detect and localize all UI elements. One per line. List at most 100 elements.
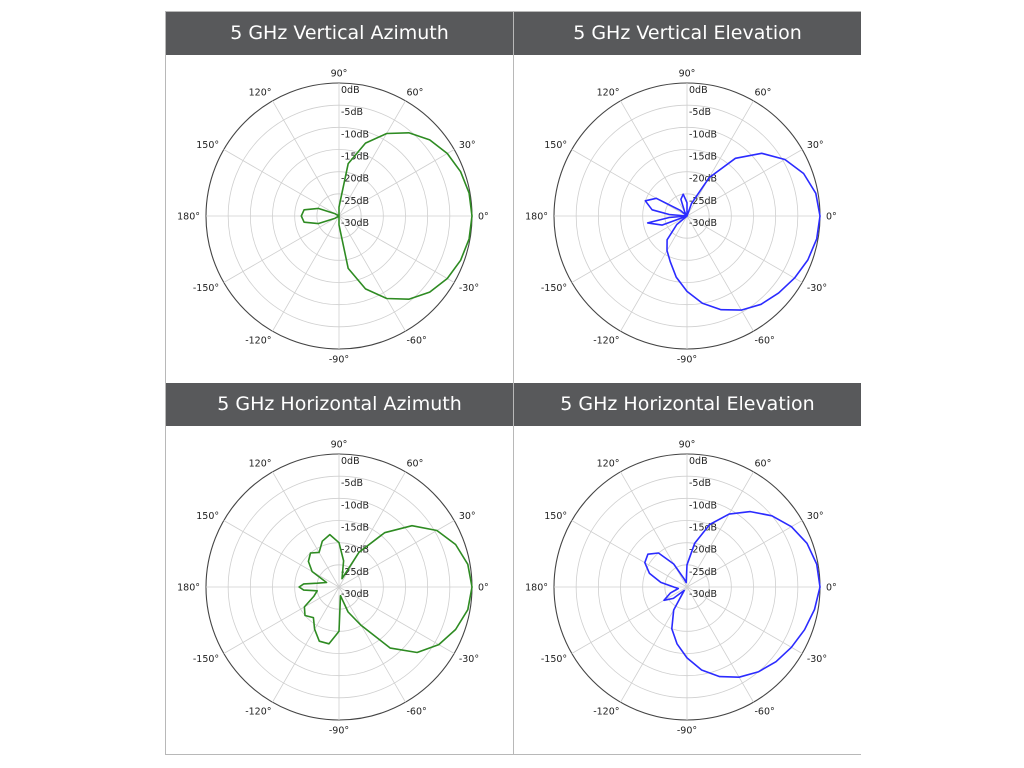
grid-spoke [223,586,340,654]
grid-spoke [272,471,340,588]
angle-tick-label: 90° [331,440,348,451]
angle-tick-label: -150° [193,654,219,665]
grid-spoke [686,586,803,654]
radial-tick-label: -15dB [689,152,717,163]
angle-tick-label: -30° [807,283,827,294]
radial-tick-label: -20dB [341,545,369,556]
radial-tick-label: 0dB [341,85,360,96]
polar-plot: 0° 30° 60° 90° 120° 150° 180° -150° -120° -90° -60… [177,440,489,737]
radial-tick-label: -15dB [341,523,369,534]
radial-tick-label: -5dB [341,107,363,118]
angle-tick-label: 90° [679,69,696,80]
angle-tick-label: 180° [525,212,548,223]
grid-spoke [571,520,688,588]
panel-vertical-elevation: 5 GHz Vertical Elevation 0° 30° 60° 90° 120°… [514,12,861,383]
angle-tick-label: 60° [407,88,424,99]
grid-spoke [338,520,455,588]
radial-tick-label: -20dB [689,545,717,556]
radial-tick-label: -10dB [341,500,369,511]
angle-tick-label: -150° [541,283,567,294]
grid-spoke [272,100,340,217]
angle-tick-label: 120° [597,88,620,99]
grid-spoke [223,215,340,283]
radial-tick-label: -25dB [689,196,717,207]
grid-spoke [338,471,406,588]
grid-spoke [686,215,803,283]
panel-horizontal-elevation: 5 GHz Horizontal Elevation 0° 30° 60° 90° 12… [514,383,861,754]
angle-tick-label: 0° [478,583,489,594]
grid-spoke [686,586,754,703]
radial-tick-label: -25dB [341,196,369,207]
angle-tick-label: 60° [755,88,772,99]
radial-tick-label: -30dB [341,218,369,229]
angle-tick-label: -120° [593,335,619,346]
angle-tick-label: -30° [807,654,827,665]
grid-spoke [223,520,340,588]
angle-tick-label: -120° [245,706,271,717]
radial-tick-label: -25dB [689,567,717,578]
radial-tick-label: 0dB [689,456,708,467]
grid-spoke [272,215,340,332]
polar-plot: 0° 30° 60° 90° 120° 150° 180° -150° -120° -90° -60… [177,69,489,366]
grid-spoke [272,586,340,703]
panel-title: 5 GHz Horizontal Elevation [514,383,861,426]
angle-tick-label: 30° [807,511,824,522]
radial-tick-label: -15dB [689,523,717,534]
angle-tick-label: -60° [755,706,775,717]
angle-tick-label: -120° [245,335,271,346]
angle-tick-label: 150° [544,140,567,151]
polar-plot: 0° 30° 60° 90° 120° 150° 180° -150° -120° -90° -60… [525,69,837,366]
radial-tick-label: -15dB [341,152,369,163]
angle-tick-label: -90° [677,355,697,366]
grid-spoke [338,215,455,283]
grid-spoke [338,100,406,217]
angle-tick-label: 120° [597,459,620,470]
angle-tick-label: -90° [677,726,697,737]
grid-spoke [338,586,406,703]
radial-tick-label: -20dB [341,174,369,185]
radial-tick-label: -10dB [689,129,717,140]
angle-tick-label: 150° [196,511,219,522]
angle-tick-label: -60° [407,335,427,346]
grid-spoke [686,149,803,217]
radial-tick-label: -5dB [689,107,711,118]
polar-plot: 0° 30° 60° 90° 120° 150° 180° -150° -120° -90° -60… [525,440,837,737]
angle-tick-label: 0° [826,583,837,594]
angle-tick-label: -30° [459,283,479,294]
radial-tick-label: -30dB [689,218,717,229]
angle-tick-label: -30° [459,654,479,665]
angle-tick-label: 150° [196,140,219,151]
pattern-curve [298,524,473,654]
angle-tick-label: 150° [544,511,567,522]
grid-spoke [338,586,455,654]
antenna-pattern-grid: 5 GHz Vertical Azimuth 0° 30° 60° 90° 120° 15… [165,11,861,755]
radial-tick-label: -5dB [689,478,711,489]
grid-spoke [686,471,754,588]
angle-tick-label: 60° [755,459,772,470]
angle-tick-label: 0° [826,212,837,223]
radial-tick-label: -10dB [341,129,369,140]
angle-tick-label: -90° [329,726,349,737]
angle-tick-label: 0° [478,212,489,223]
angle-tick-label: 180° [525,583,548,594]
angle-tick-label: 120° [249,88,272,99]
grid-spoke [571,215,688,283]
grid-spoke [571,586,688,654]
grid-spoke [338,215,406,332]
radial-tick-label: -30dB [341,589,369,600]
pattern-curve [644,510,821,678]
grid-spoke [571,149,688,217]
panel-title: 5 GHz Vertical Azimuth [166,12,513,55]
panel-divider [513,12,514,754]
angle-tick-label: 90° [331,69,348,80]
radial-tick-label: -5dB [341,478,363,489]
grid-spoke [620,100,688,217]
grid-spoke [620,215,688,332]
angle-tick-label: -150° [541,654,567,665]
grid-spoke [223,149,340,217]
angle-tick-label: -90° [329,355,349,366]
grid-spoke [686,520,803,588]
angle-tick-label: -60° [755,335,775,346]
panel-horizontal-azimuth: 5 GHz Horizontal Azimuth 0° 30° 60° 90° 120°… [166,383,513,754]
angle-tick-label: 180° [177,583,200,594]
